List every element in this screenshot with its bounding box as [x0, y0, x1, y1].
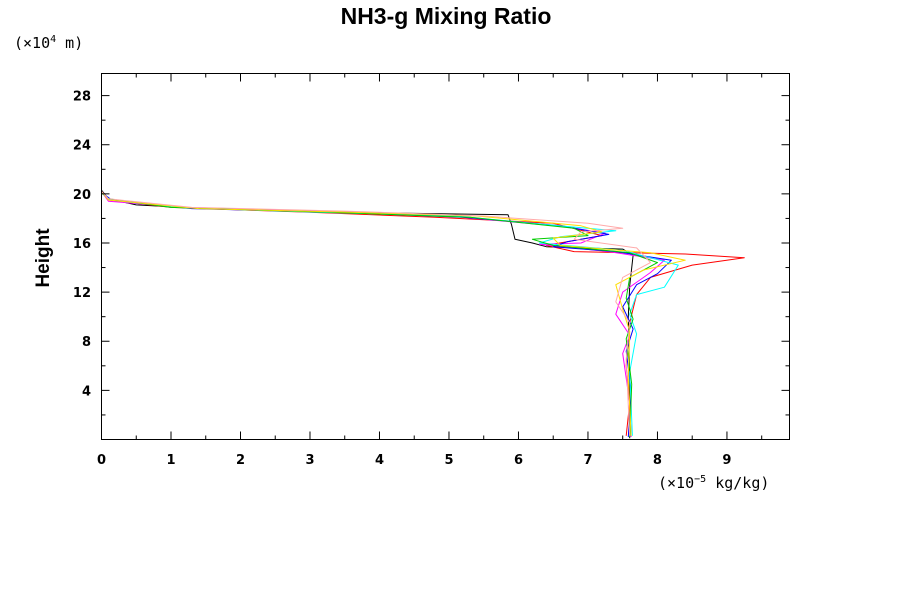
x-tick-label: 2 [236, 453, 245, 468]
x-tick-label: 3 [305, 453, 314, 468]
plot-frame [101, 73, 790, 440]
y-tick-label: 12 [73, 286, 91, 301]
y-tick-label: 4 [82, 384, 91, 399]
x-tick-label: 9 [722, 453, 731, 468]
y-tick-labels: 4 8 12 16 20 24 28 [73, 90, 91, 400]
series-layer [101, 73, 745, 439]
series-line-cyan [101, 73, 679, 436]
y-tick-label: 8 [82, 335, 91, 350]
x-tick-label: 7 [583, 453, 592, 468]
x-tick-label: 5 [444, 453, 453, 468]
series-line-black [101, 73, 634, 439]
series-line-yellow [101, 73, 686, 436]
series-line-pink [101, 73, 651, 436]
series-line-red [101, 73, 745, 436]
x-tick-labels: 0 1 2 3 4 5 6 7 8 9 [97, 453, 732, 468]
x-tick-label: 0 [97, 453, 106, 468]
axis-ticks [101, 73, 790, 440]
x-tick-label: 8 [653, 453, 662, 468]
chart-title: NH3-g Mixing Ratio [341, 3, 552, 29]
series-line-blue [101, 73, 672, 438]
plot-area [101, 73, 790, 440]
x-tick-label: 1 [166, 453, 175, 468]
x-tick-label: 6 [514, 453, 523, 468]
y-axis-label: Height [33, 228, 54, 288]
y-tick-label: 16 [73, 237, 91, 252]
series-line-magenta [101, 73, 665, 438]
series-line-green [101, 73, 658, 438]
x-unit-label: (×10−5 kg/kg) [658, 474, 769, 492]
y-tick-label: 28 [73, 90, 91, 105]
y-tick-label: 20 [73, 188, 91, 203]
y-tick-label: 24 [73, 139, 91, 154]
x-tick-label: 4 [375, 453, 384, 468]
y-unit-label: (×104 m) [14, 34, 83, 52]
